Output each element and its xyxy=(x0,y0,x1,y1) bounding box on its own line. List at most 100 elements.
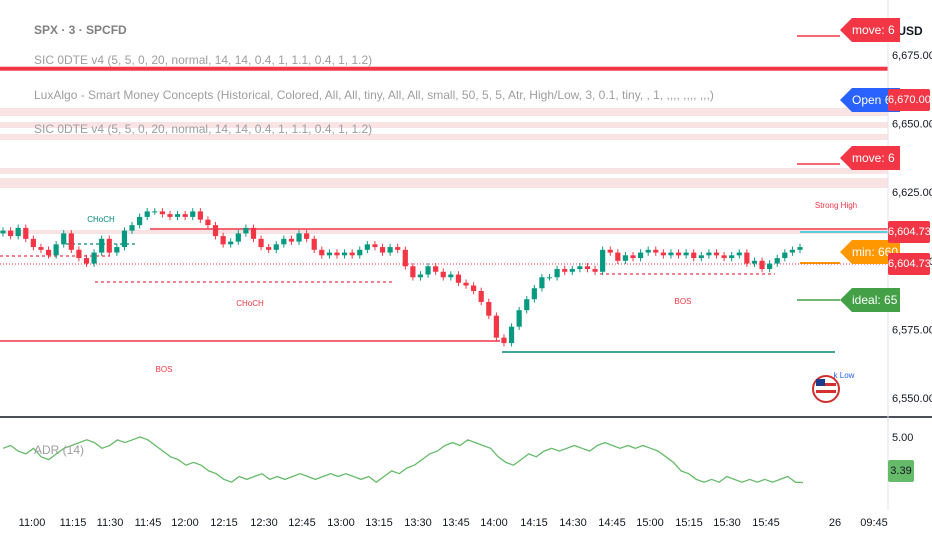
time-tick-label: 14:30 xyxy=(559,517,587,529)
candle xyxy=(615,252,621,261)
time-tick-label: 12:15 xyxy=(210,517,238,529)
candle xyxy=(159,211,165,215)
adr-tick-label: 5.00 xyxy=(892,432,913,444)
candle xyxy=(152,211,158,213)
candle xyxy=(721,255,727,259)
open-price-tag: 6,670.00 xyxy=(888,89,931,111)
candle xyxy=(91,252,97,264)
time-tick-label: 09:45 xyxy=(860,517,888,529)
candle xyxy=(653,249,659,253)
candle xyxy=(508,326,515,344)
candle xyxy=(683,252,689,256)
candle xyxy=(114,247,120,253)
candle xyxy=(53,244,59,256)
price-tick-label: 6,575.00 xyxy=(892,324,932,336)
candle xyxy=(440,271,446,278)
level-lines xyxy=(0,35,888,353)
price-tick-label: 6,650.00 xyxy=(892,119,932,131)
candle xyxy=(630,255,636,259)
candle xyxy=(205,219,211,226)
candle xyxy=(341,252,348,256)
indicator-legend-1[interactable]: SIC 0DTE v4 (5, 5, 0, 20, normal, 14, 14… xyxy=(34,53,373,67)
logo-canton xyxy=(816,379,825,386)
candle xyxy=(402,249,408,267)
candle xyxy=(455,274,462,283)
time-tick-label: 11:30 xyxy=(97,517,124,529)
candle xyxy=(433,266,439,272)
smc-zones xyxy=(0,108,888,234)
supply-zone xyxy=(0,134,888,140)
candle xyxy=(144,211,150,217)
weak-low-label: k Low xyxy=(834,371,855,380)
annotations-group: CHoCH CHoCH BOS BOS Strong High k Low xyxy=(87,201,857,403)
candle xyxy=(744,252,750,264)
candle xyxy=(304,233,310,239)
adr-value-tag: 3.39 xyxy=(888,460,914,482)
choch-label: CHoCH xyxy=(87,215,115,224)
logo-stripe xyxy=(816,390,836,393)
indicator-legend-3[interactable]: SIC 0DTE v4 (5, 5, 0, 20, normal, 14, 14… xyxy=(34,122,373,136)
candle xyxy=(577,266,583,270)
candle xyxy=(0,230,6,234)
time-tick-label: 13:45 xyxy=(442,517,470,529)
candle xyxy=(698,255,704,259)
time-tick-label: 14:15 xyxy=(520,517,548,529)
logo-stripe xyxy=(816,383,836,386)
ideal-flag: ideal: 65 xyxy=(840,288,900,312)
candle xyxy=(15,227,21,237)
candle xyxy=(751,260,758,264)
candle xyxy=(121,230,128,248)
adr-legend[interactable]: ADR (14) xyxy=(34,443,85,457)
candle xyxy=(296,233,302,242)
time-tick-label: 15:45 xyxy=(752,517,780,529)
candle xyxy=(592,269,598,272)
candles-group xyxy=(0,208,803,347)
candle xyxy=(266,247,272,250)
candle xyxy=(228,241,234,245)
open-level-line xyxy=(0,66,888,71)
candle xyxy=(357,249,363,256)
candle xyxy=(410,266,416,278)
candle xyxy=(645,249,651,253)
candle xyxy=(562,269,568,272)
candle xyxy=(691,252,697,259)
min-flag: min: 660 xyxy=(840,240,900,264)
time-tick-label: 26 xyxy=(829,517,841,529)
candle xyxy=(30,238,36,248)
strong-high-label: Strong High xyxy=(815,201,857,210)
candle xyxy=(638,252,644,259)
supply-zone xyxy=(0,108,888,116)
candle xyxy=(190,211,196,217)
candle xyxy=(478,290,484,302)
candle xyxy=(463,282,469,286)
candle xyxy=(311,238,317,250)
candle xyxy=(584,266,591,270)
price-tick-label: 6,625.00 xyxy=(892,187,932,199)
supply-zone xyxy=(0,122,888,128)
candle xyxy=(288,238,295,242)
candle xyxy=(197,211,203,220)
candle xyxy=(379,247,386,253)
indicator-legend-2[interactable]: LuxAlgo - Smart Money Concepts (Historic… xyxy=(34,88,714,102)
candle xyxy=(607,249,613,253)
candle xyxy=(235,233,241,242)
symbol-title[interactable]: SPX · 3 · SPCFD xyxy=(34,23,127,37)
supply-zone xyxy=(0,168,888,174)
candle xyxy=(539,277,545,289)
last-price-tag-2: 6,604.73 xyxy=(888,253,931,275)
currency-label[interactable]: USD xyxy=(897,24,923,38)
candle xyxy=(174,214,181,217)
time-tick-label: 11:15 xyxy=(60,517,87,529)
candle xyxy=(675,252,682,256)
supply-zone xyxy=(0,230,888,234)
bos-label: BOS xyxy=(156,365,173,374)
price-tick-label: 6,675.00 xyxy=(892,50,932,62)
candle xyxy=(220,236,226,245)
time-tick-label: 12:45 xyxy=(288,517,316,529)
candle xyxy=(546,277,553,279)
price-tick-label: 6,550.00 xyxy=(892,393,932,405)
candle xyxy=(319,249,325,256)
candle xyxy=(83,258,90,264)
candle xyxy=(524,299,530,311)
